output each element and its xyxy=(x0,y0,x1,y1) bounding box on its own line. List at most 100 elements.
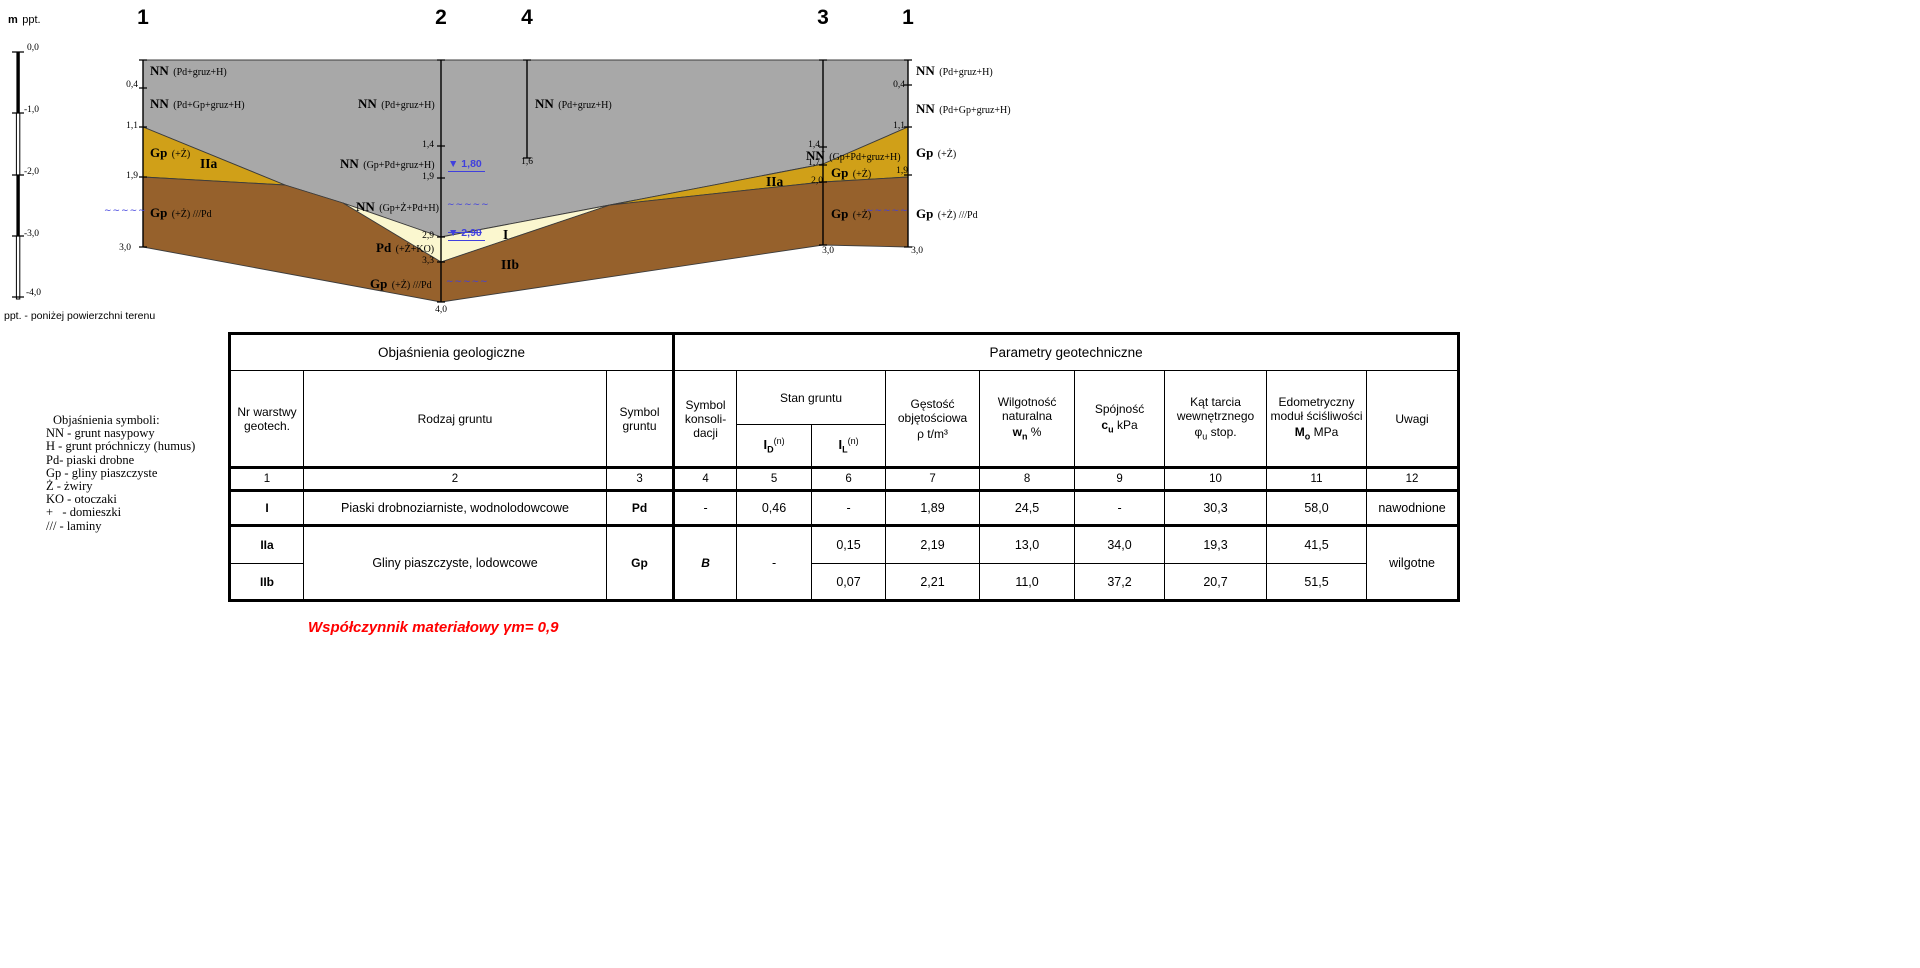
data-cell: IIb xyxy=(229,563,304,601)
data-cell: - xyxy=(672,490,738,527)
soil-label: NN (Pd+gruz+H) xyxy=(358,96,435,111)
borehole-number: 4 xyxy=(521,6,533,29)
header-edometryczny-unit: Mo MPa xyxy=(1294,425,1339,442)
header-spojnosc: Spójność cu kPa xyxy=(1074,370,1166,468)
layer-gp-IIb xyxy=(142,176,909,303)
legend-title: Objaśnienia symboli: xyxy=(53,413,160,427)
group-header-geology: Objaśnienia geologiczne xyxy=(228,333,675,371)
legend-line: H - grunt próchniczy (humus) xyxy=(46,439,196,454)
layer-number: IIa xyxy=(766,174,784,189)
header-kat-tarcia-title: Kąt tarcia wewnętrznego xyxy=(1176,395,1255,424)
data-cell: nawodnione xyxy=(1366,490,1460,527)
header-gestosc: Gęstość objętościowa ρ t/m³ xyxy=(885,370,981,468)
scale-tick-label: -3,0 xyxy=(24,229,40,239)
header-stan-gruntu: Stan gruntu xyxy=(736,370,887,425)
data-cell: 58,0 xyxy=(1266,490,1368,527)
cross-section-annotations: m ppt. 0,0 -1,0 -2,0 -3,0 -4,0 1 2 4 3 1 NN (Pd+gru… xyxy=(0,0,1011,340)
data-cell: 0,46 xyxy=(736,490,813,527)
depth-mark: 3,0 xyxy=(822,246,834,256)
data-cell: Pd xyxy=(605,490,675,527)
data-cell: 19,3 xyxy=(1164,525,1268,564)
geotech-table: Objaśnienia geologiczne Parametry geotec… xyxy=(228,332,1461,602)
legend-line: + - domieszki xyxy=(46,505,122,520)
data-cell: 37,2 xyxy=(1074,563,1166,601)
header-kat-tarcia-unit: φu stop. xyxy=(1194,425,1237,442)
depth-mark: 1,1 xyxy=(126,121,138,131)
header-edometryczny-title: Edometryczny moduł ściśliwości xyxy=(1270,395,1363,424)
depth-mark: 0,4 xyxy=(893,80,905,90)
soil-label: Gp (+Ż) xyxy=(150,145,191,160)
water-squiggle: ∼∼∼∼∼ xyxy=(446,276,489,286)
soil-label: NN (Gp+Ż+Pd+H) xyxy=(356,199,439,214)
depth-axis-unit: m ppt. xyxy=(8,14,41,26)
header-edometryczny: Edometryczny moduł ściśliwości Mo MPa xyxy=(1266,370,1368,468)
material-factor-note: Współczynnik materiałowy γm= 0,9 xyxy=(308,619,559,636)
data-cell: - xyxy=(736,525,813,601)
data-cell: Piaski drobnoziarniste, wodnolodowcowe xyxy=(303,490,607,527)
legend-line: KO - otoczaki xyxy=(46,492,117,507)
data-cell: 34,0 xyxy=(1074,525,1166,564)
depth-mark: 1,6 xyxy=(521,157,533,167)
data-cell: 51,5 xyxy=(1266,563,1368,601)
col-number: 5 xyxy=(736,466,813,492)
depth-mark: 2,0 xyxy=(811,176,823,186)
data-cell: - xyxy=(811,490,887,527)
header-spojnosc-title: Spójność xyxy=(1094,402,1145,417)
header-wilgotnosc-unit: wn % xyxy=(1012,425,1042,442)
soil-label: NN (Pd+gruz+H) xyxy=(916,63,993,78)
depth-mark: 1,1 xyxy=(893,121,905,131)
borehole-number: 3 xyxy=(817,6,829,29)
soil-label: Pd (+Ż+KO) xyxy=(376,240,435,255)
col-number: 1 xyxy=(229,466,304,492)
data-cell: - xyxy=(1074,490,1166,527)
water-squiggle: ∼∼∼∼∼ xyxy=(866,205,909,215)
water-level-mark: ▼ 1,80 xyxy=(448,158,485,172)
cross-section-drawing xyxy=(12,51,912,303)
header-il: IL(n) xyxy=(811,424,887,468)
data-cell: B xyxy=(672,525,738,601)
data-cell: I xyxy=(229,490,304,527)
depth-mark: 1,9 xyxy=(896,166,908,176)
data-cell: 1,89 xyxy=(885,490,981,527)
soil-label: NN (Pd+Gp+gruz+H) xyxy=(150,96,245,111)
header-symbol-gruntu: Symbol gruntu xyxy=(605,370,675,468)
col-number: 7 xyxy=(885,466,981,492)
borehole-lines xyxy=(139,59,912,303)
depth-mark: 1,7 xyxy=(808,158,820,168)
symbol-legend: Objaśnienia symboli: NN - grunt nasypowy… xyxy=(46,413,196,533)
legend-line: /// - laminy xyxy=(46,518,102,533)
soil-label: Gp (+Ż) ///Pd xyxy=(916,206,978,221)
col-number: 8 xyxy=(979,466,1076,492)
data-cell: 20,7 xyxy=(1164,563,1268,601)
data-cell: Gp xyxy=(605,525,675,601)
soil-label: Gp (+Ż) ///Pd xyxy=(150,205,212,220)
legend-line: Pd- piaski drobne xyxy=(46,452,135,467)
col-number: 4 xyxy=(672,466,738,492)
depth-mark: 0,4 xyxy=(126,80,138,90)
soil-label: Gp (+Ż) xyxy=(831,165,872,180)
data-cell: Gliny piaszczyste, lodowcowe xyxy=(303,525,607,601)
water-squiggle: ∼∼∼∼∼ xyxy=(447,199,490,209)
col-number: 2 xyxy=(303,466,607,492)
col-number: 3 xyxy=(605,466,675,492)
header-uwagi: Uwagi xyxy=(1366,370,1460,468)
layer-number: IIb xyxy=(501,257,520,272)
data-cell: 13,0 xyxy=(979,525,1076,564)
header-rodzaj-gruntu: Rodzaj gruntu xyxy=(303,370,607,468)
depth-mark: 3,0 xyxy=(911,246,923,256)
legend-line: NN - grunt nasypowy xyxy=(46,426,155,441)
soil-label: NN (Pd+gruz+H) xyxy=(535,96,612,111)
legend-line: Gp - gliny piaszczyste xyxy=(46,465,158,480)
data-cell: 11,0 xyxy=(979,563,1076,601)
header-kat-tarcia: Kąt tarcia wewnętrznego φu stop. xyxy=(1164,370,1268,468)
depth-mark: 1,9 xyxy=(126,171,138,181)
data-cell: 2,21 xyxy=(885,563,981,601)
soil-label: Gp (+Ż) xyxy=(916,145,957,160)
header-gestosc-unit: ρ t/m³ xyxy=(917,426,948,441)
scale-tick-label: -2,0 xyxy=(24,167,40,177)
depth-mark: 1,4 xyxy=(808,140,820,150)
borehole-number: 1 xyxy=(902,6,914,29)
soil-label: NN (Gp+Pd+gruz+H) xyxy=(806,148,901,163)
depth-mark: 3,0 xyxy=(119,243,131,253)
